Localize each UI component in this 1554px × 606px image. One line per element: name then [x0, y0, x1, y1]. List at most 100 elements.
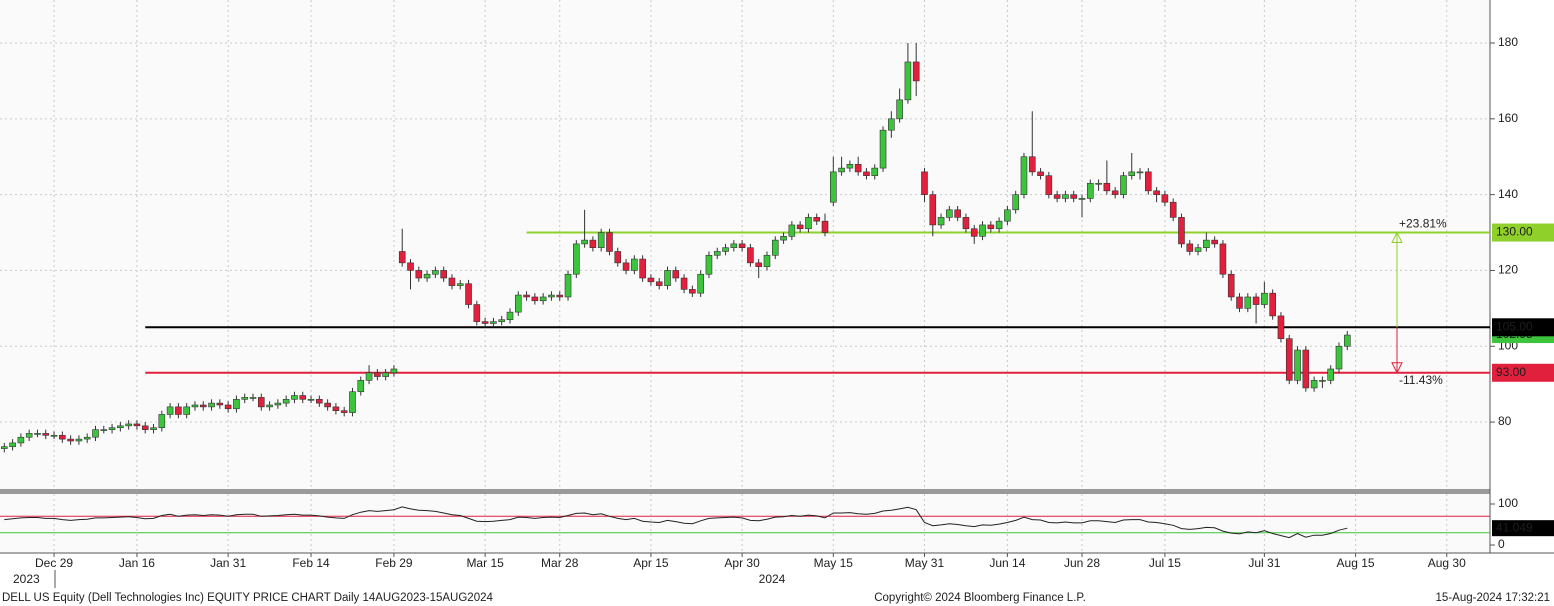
candle-body: [307, 399, 315, 401]
candle-body: [456, 283, 464, 286]
candle-body: [639, 258, 646, 279]
candle-body: [838, 167, 845, 173]
candle-body: [763, 254, 771, 267]
candle-body: [1012, 194, 1019, 211]
year-label: 2023: [13, 572, 40, 586]
candle-body: [407, 262, 414, 271]
candle-body: [183, 406, 190, 415]
candle-body: [531, 296, 539, 302]
candle-body: [324, 402, 331, 408]
candle-body: [780, 236, 787, 241]
level-box: [1492, 318, 1554, 337]
candle-body: [1053, 194, 1061, 199]
candle-body: [813, 217, 821, 222]
candle-body: [722, 247, 729, 252]
candle-body: [1111, 190, 1119, 195]
candle-body: [506, 311, 514, 321]
candle-body: [166, 406, 174, 415]
candle-body: [1086, 182, 1094, 199]
candle-body: [398, 251, 406, 264]
candle-body: [282, 399, 290, 404]
candle-body: [158, 414, 166, 429]
candle-body: [1335, 345, 1343, 370]
x-tick-label: Feb 29: [375, 556, 413, 570]
candle-body: [257, 397, 265, 408]
candle-body: [854, 164, 862, 173]
candle-body: [249, 397, 257, 399]
candle-body: [1128, 171, 1136, 176]
x-tick-label: Dec 29: [35, 556, 73, 570]
candle-body: [357, 380, 365, 393]
candle-body: [771, 239, 779, 256]
candle-body: [274, 402, 282, 406]
rsi-tick-label: 0: [1498, 537, 1505, 551]
candle-body: [17, 436, 25, 444]
candle-body: [581, 239, 588, 245]
footer-right: 15-Aug-2024 17:32:21: [1436, 592, 1550, 604]
candle-body: [67, 438, 74, 442]
y-tick-label: 120: [1498, 263, 1518, 277]
candle-body: [1294, 349, 1301, 381]
candle-body: [498, 319, 506, 322]
candle-body: [755, 262, 762, 267]
x-tick-label: May 15: [814, 556, 854, 570]
candle-body: [647, 277, 655, 283]
candle-body: [548, 294, 555, 298]
candle-body: [573, 243, 580, 275]
candle-body: [465, 283, 472, 305]
candle-body: [1178, 217, 1185, 245]
candle-body: [133, 423, 141, 427]
candle-body: [1319, 380, 1326, 382]
candle-body: [75, 438, 83, 442]
y-tick-label: 160: [1498, 111, 1518, 125]
x-tick-label: Jul 31: [1248, 556, 1280, 570]
candle-body: [125, 423, 132, 427]
candle-body: [208, 402, 215, 408]
arrow-head: [1391, 362, 1403, 374]
candle-body: [606, 232, 613, 252]
x-tick-label: Aug 15: [1337, 556, 1375, 570]
candle-body: [929, 194, 937, 226]
candle-body: [846, 164, 854, 169]
y-tick-label: 140: [1498, 187, 1518, 201]
candle-body: [1169, 201, 1177, 218]
candle-body: [340, 410, 348, 413]
candle-body: [1194, 247, 1202, 252]
candle-body: [730, 243, 738, 248]
candle-body: [1269, 292, 1276, 317]
candle-body: [191, 404, 199, 408]
candle-body: [888, 118, 895, 131]
candle-body: [937, 217, 945, 226]
candle-body: [1020, 156, 1028, 195]
y-tick-label: 180: [1498, 35, 1518, 49]
candle-body: [9, 442, 16, 447]
candle-body: [1310, 380, 1318, 389]
candle-body: [473, 304, 481, 322]
candle-body: [564, 273, 572, 298]
candle-body: [1161, 194, 1169, 203]
candle-body: [697, 273, 704, 294]
year-label: 2024: [759, 572, 786, 586]
candle-body: [970, 228, 978, 237]
candle-body: [514, 294, 522, 313]
candle-body: [1004, 209, 1011, 222]
x-tick-label: May 31: [905, 556, 945, 570]
candle-body: [224, 404, 232, 410]
candle-body: [382, 372, 389, 377]
candle-body: [42, 433, 50, 436]
candle-body: [979, 224, 986, 237]
x-tick-label: Apr 30: [724, 556, 760, 570]
x-tick-label: Jun 28: [1064, 556, 1100, 570]
candle-body: [556, 294, 564, 298]
level-box: [1492, 223, 1554, 242]
level-label: 105.00: [1496, 319, 1533, 333]
candle-body: [316, 399, 323, 404]
x-tick-label: Aug 30: [1428, 556, 1466, 570]
candle-body: [1343, 334, 1351, 347]
level-box: [1492, 363, 1554, 382]
candle-body: [1236, 296, 1243, 309]
candle-body: [954, 209, 961, 218]
footer-left: DELL US Equity (Dell Technologies Inc) E…: [2, 592, 493, 604]
x-tick-label: Jul 15: [1149, 556, 1181, 570]
rsi-line: [4, 506, 1348, 539]
